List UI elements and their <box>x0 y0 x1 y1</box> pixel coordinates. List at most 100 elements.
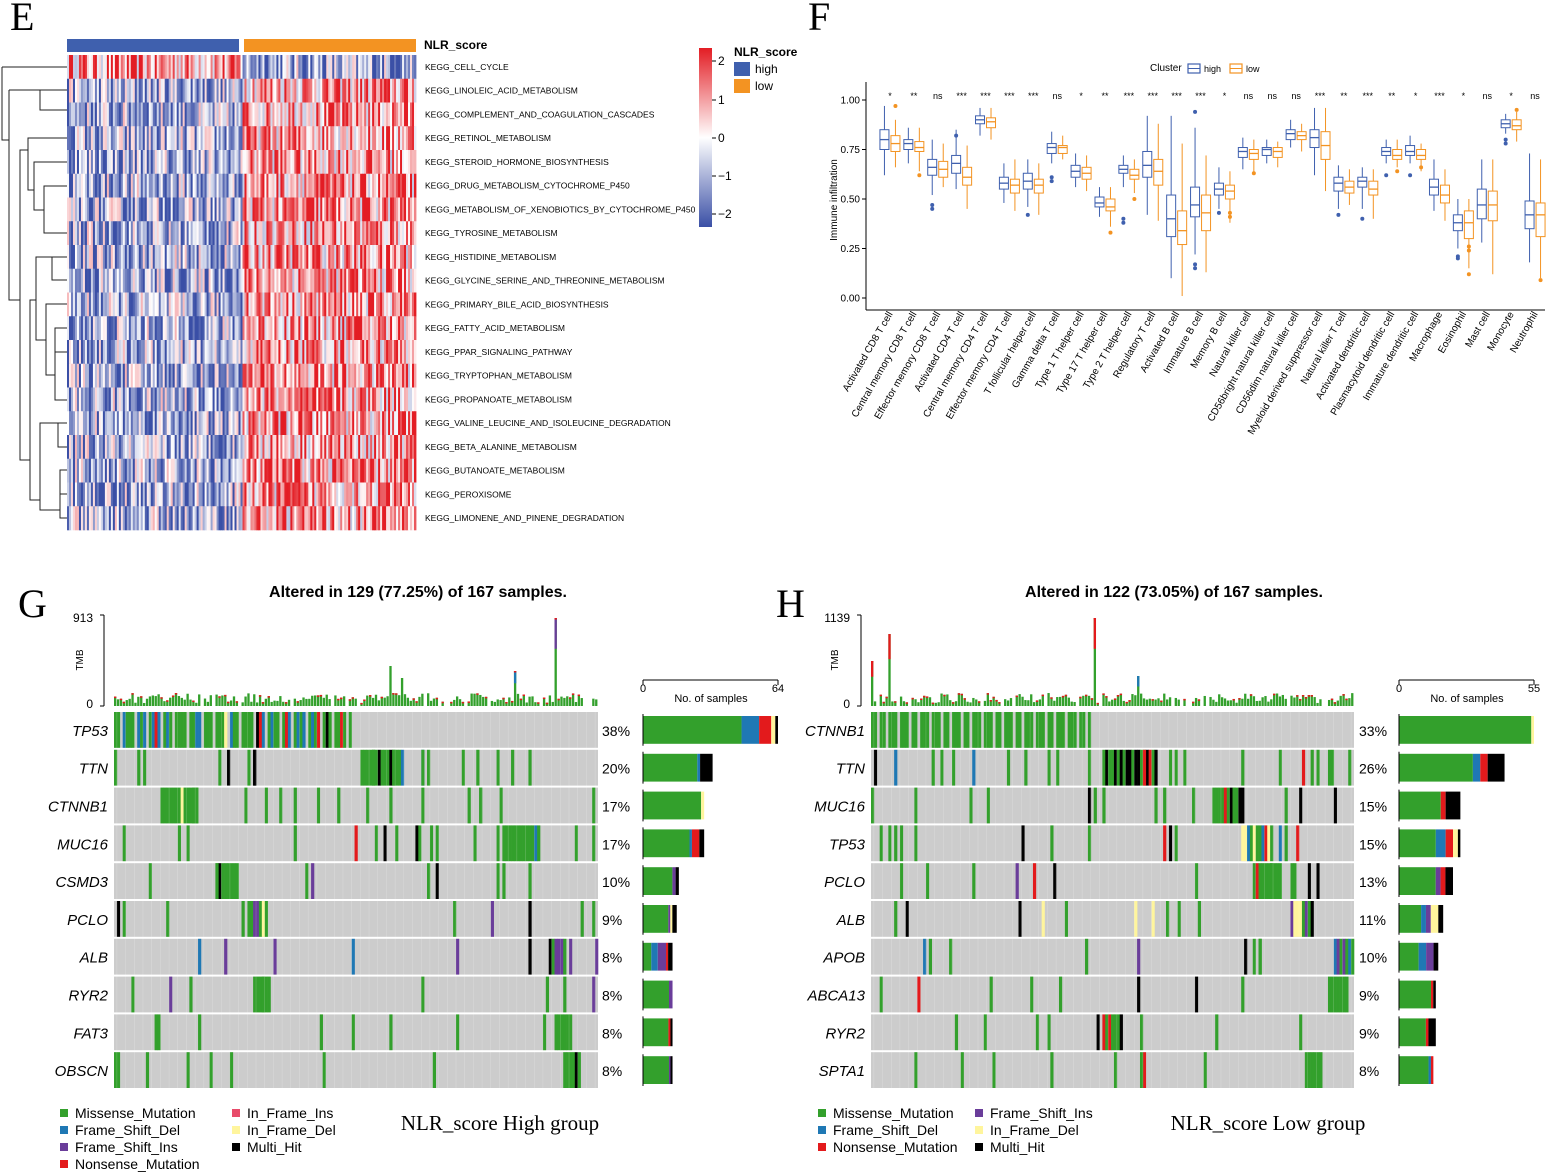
heatmap-cell <box>334 150 337 175</box>
heatmap-cell <box>414 316 417 341</box>
heatmap-cell <box>328 102 331 127</box>
heatmap-cell <box>270 126 273 151</box>
heatmap-cell <box>270 78 273 103</box>
heatmap-cell <box>134 435 138 460</box>
tmb-bar-segment <box>395 693 398 695</box>
heatmap-cell <box>390 78 393 103</box>
heatmap-cell <box>67 316 70 341</box>
heatmap-cell <box>352 173 355 198</box>
heatmap-cell <box>322 221 325 246</box>
heatmap-cell <box>362 268 365 293</box>
mutation-cell <box>467 787 471 824</box>
heatmap-cell <box>184 126 188 151</box>
outlier-point <box>1193 266 1198 271</box>
heatmap-cell <box>382 411 385 436</box>
heatmap-cell <box>92 506 96 531</box>
tmb-bar <box>148 696 152 706</box>
tmb-bar <box>560 696 563 706</box>
gene-label: PCLO <box>67 912 108 929</box>
heatmap-cell <box>182 150 186 175</box>
heatmap-cell <box>256 340 259 365</box>
heatmap-cell <box>314 506 317 531</box>
heatmap-cell <box>126 221 130 246</box>
heatmap-cell <box>198 506 202 531</box>
heatmap-cell <box>342 411 345 436</box>
tmb-bar <box>177 696 181 706</box>
heatmap-cell <box>404 363 407 388</box>
tmb-bar <box>1310 695 1313 706</box>
heatmap-cell <box>232 363 235 388</box>
heatmap-cell <box>316 150 319 175</box>
heatmap-cell <box>376 340 379 365</box>
heatmap-cell <box>228 506 231 531</box>
heatmap-cell <box>290 102 293 127</box>
heatmap-cell <box>106 197 110 222</box>
tmb-bar-segment <box>923 695 926 698</box>
mutation-cell <box>1261 863 1265 899</box>
heatmap-cell <box>172 78 176 103</box>
heatmap-cell <box>216 197 219 222</box>
heatmap-cell <box>202 268 205 293</box>
heatmap-cell <box>258 55 261 80</box>
tmb-bar-segment <box>879 694 882 697</box>
heatmap-cell <box>164 55 168 80</box>
tmb-bar <box>256 702 259 706</box>
heatmap-cell <box>314 102 317 127</box>
heatmap-cell <box>88 363 92 388</box>
heatmap-cell <box>148 363 152 388</box>
heatmap-cell <box>166 458 170 483</box>
mutation-cell <box>511 749 515 786</box>
heatmap-cell <box>258 150 261 175</box>
heatmap-cell <box>404 197 407 222</box>
heatmap-cell <box>146 387 150 412</box>
heatmap-cell <box>208 482 211 507</box>
heatmap-cell <box>356 197 359 222</box>
legend-swatch <box>232 1109 240 1117</box>
heatmap-cell <box>364 363 367 388</box>
heatmap-cell <box>344 387 347 412</box>
heatmap-cell <box>242 292 245 317</box>
heatmap-cell <box>364 506 367 531</box>
heatmap-cell <box>258 458 261 483</box>
heatmap-cell <box>328 197 331 222</box>
tmb-bar-segment <box>502 697 505 700</box>
heatmap-cell <box>224 506 227 531</box>
legend-title: Cluster <box>1150 63 1182 74</box>
mutation-cell <box>389 749 393 786</box>
heatmap-cell <box>254 150 257 175</box>
heatmap-cell <box>196 78 200 103</box>
mutation-cell <box>282 712 286 748</box>
heatmap-cell <box>148 506 152 531</box>
mutation-cell <box>177 712 181 748</box>
mutation-cell <box>949 938 953 975</box>
mutation-cell <box>1108 1014 1112 1051</box>
heatmap-cell <box>222 458 225 483</box>
heatmap-cell <box>200 245 204 270</box>
heatmap-cell <box>110 458 114 483</box>
heatmap-cell <box>146 482 150 507</box>
mutation-cell <box>937 712 941 748</box>
heatmap-cell <box>266 506 269 531</box>
heatmap-cell <box>242 197 245 222</box>
heatmap-cell <box>360 245 363 270</box>
heatmap-cell <box>140 411 144 436</box>
heatmap-cell <box>158 411 162 436</box>
heatmap-cell <box>260 55 263 80</box>
mutation-cell <box>1212 787 1216 824</box>
heatmap-cell <box>390 435 393 460</box>
heatmap-cell <box>110 268 114 293</box>
heatmap-cell <box>342 150 345 175</box>
heatmap-cell <box>198 55 202 80</box>
heatmap-cell <box>360 506 363 531</box>
heatmap-cell <box>240 506 243 531</box>
mutation-cell <box>1177 901 1181 937</box>
heatmap-cell <box>338 173 341 198</box>
heatmap-cell <box>326 458 329 483</box>
heatmap-cell <box>362 435 365 460</box>
heatmap-cell <box>412 102 415 127</box>
heatmap-cell <box>220 55 223 80</box>
heatmap-cell <box>100 435 104 460</box>
heatmap-cell <box>374 268 377 293</box>
mutation-cell <box>395 749 399 786</box>
gene-count-segment <box>643 716 742 744</box>
